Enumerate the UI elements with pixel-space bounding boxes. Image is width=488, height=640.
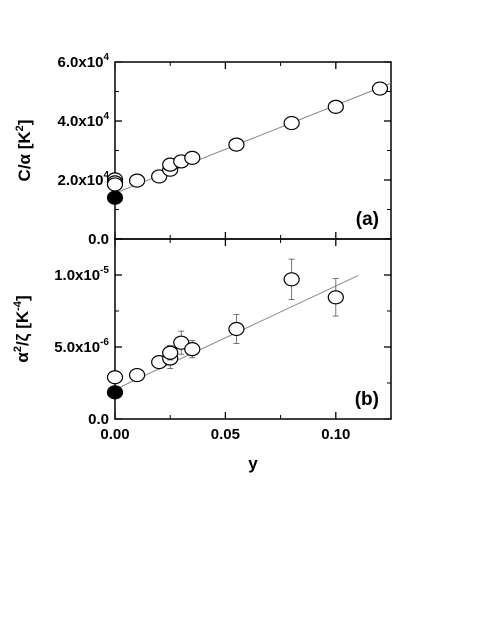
data-point xyxy=(327,290,344,305)
y-tick-label: 0.0 xyxy=(88,231,109,248)
y-tick-label: 2.0x104 xyxy=(58,170,110,189)
data-point xyxy=(228,137,245,152)
data-point-filled xyxy=(106,385,124,400)
y-axis-title: α2/ζ [K-4] xyxy=(12,295,32,362)
y-tick-label: 4.0x104 xyxy=(58,111,110,130)
data-point-filled xyxy=(106,190,124,205)
y-axis-title: C/α [K2] xyxy=(14,120,34,182)
plot-frame xyxy=(114,61,392,240)
plot-frame xyxy=(114,238,392,420)
data-point xyxy=(128,173,146,188)
x-tick-label: 0.05 xyxy=(211,426,240,443)
data-point xyxy=(283,115,300,131)
x-axis-title: y xyxy=(248,454,258,473)
panel-label: (b) xyxy=(355,389,379,410)
data-point xyxy=(184,150,201,165)
x-tick-label: 0.10 xyxy=(321,426,350,443)
data-point xyxy=(228,321,245,337)
data-point xyxy=(184,342,201,357)
y-tick-label: 6.0x104 xyxy=(58,52,110,71)
data-point xyxy=(371,81,389,96)
panel-a: 0.0 2.0x104 4.0x104 6.0x104 (a) C/α [K2] xyxy=(14,52,392,248)
panel-b: 0.0 5.0x10-6 1.0x10-5 0.00 0.05 0.10 y (b) α2/ζ … xyxy=(12,238,392,473)
data-point xyxy=(106,370,124,385)
y-tick-label: 5.0x10-6 xyxy=(54,337,109,356)
y-tick-label: 1.0x10-5 xyxy=(54,265,109,284)
data-point xyxy=(327,99,344,114)
data-point xyxy=(128,367,146,383)
data-point xyxy=(283,272,300,287)
panel-label: (a) xyxy=(356,209,379,230)
x-tick-label: 0.00 xyxy=(100,426,129,443)
data-point xyxy=(106,177,124,192)
data-point xyxy=(162,345,179,360)
y-tick-label: 0.0 xyxy=(88,411,109,428)
data-point xyxy=(151,169,168,184)
data-point xyxy=(173,335,190,350)
